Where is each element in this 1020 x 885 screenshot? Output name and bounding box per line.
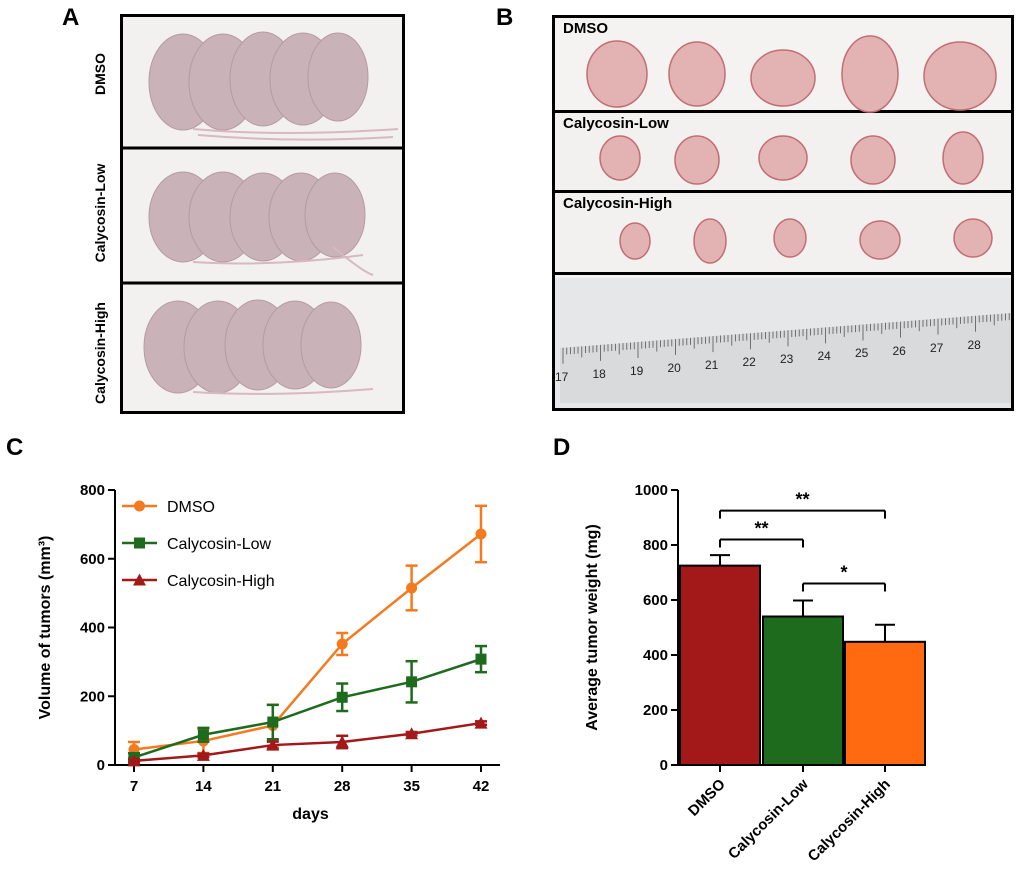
y-tick-label: 800 bbox=[643, 537, 668, 554]
series-line bbox=[133, 657, 482, 759]
panel-letter-c: C bbox=[6, 434, 24, 461]
x-tick-label: 28 bbox=[334, 778, 351, 795]
x-tick-label: Calycosin-Low bbox=[725, 776, 812, 863]
legend-label: DMSO bbox=[167, 499, 215, 516]
y-axis-label: Volume of tumors (mm³) bbox=[37, 536, 54, 720]
data-point bbox=[406, 676, 418, 688]
ruler-label: 25 bbox=[855, 346, 869, 361]
y-tick-label: 1000 bbox=[635, 482, 668, 499]
panel-b-label-high: Calycosin-High bbox=[563, 195, 673, 212]
data-point bbox=[474, 716, 488, 729]
ruler-label: 19 bbox=[630, 363, 644, 378]
data-point bbox=[196, 748, 210, 761]
panel-a-row-label-high: Calycosin-High bbox=[92, 302, 108, 404]
x-tick-label: Calycosin-High bbox=[805, 776, 894, 865]
data-point bbox=[134, 537, 145, 549]
legend-label: Calycosin-Low bbox=[167, 536, 271, 553]
panel-letter-b: B bbox=[496, 4, 514, 31]
data-point bbox=[335, 735, 349, 748]
panel-b-label-dmso: DMSO bbox=[563, 20, 608, 37]
x-tick-label: 7 bbox=[130, 778, 138, 795]
tumor-photo-illustration bbox=[555, 35, 1011, 408]
series-calycosin-high bbox=[127, 716, 488, 767]
data-point bbox=[267, 716, 279, 728]
significance-label: ** bbox=[754, 519, 768, 539]
ruler-label: 23 bbox=[780, 352, 794, 367]
ruler-label: 18 bbox=[592, 366, 606, 381]
y-axis-label: Average tumor weight (mg) bbox=[584, 524, 601, 731]
y-tick-label: 200 bbox=[643, 702, 668, 719]
y-tick-label: 400 bbox=[643, 647, 668, 664]
data-point bbox=[475, 653, 487, 665]
y-tick-label: 0 bbox=[97, 757, 105, 774]
data-point bbox=[134, 500, 145, 512]
tumor-volume-line-chart: 0 200 400 600 800 7 14 21 28 35 42 days Volume of tu… bbox=[37, 482, 500, 823]
panel-a-row-label-low: Calycosin-Low bbox=[92, 163, 108, 263]
significance-label: ** bbox=[795, 490, 809, 510]
ruler-label: 24 bbox=[817, 349, 831, 364]
significance-label: * bbox=[840, 563, 847, 583]
panel-a-photo-frame bbox=[120, 14, 405, 414]
y-tick-label: 600 bbox=[80, 551, 105, 568]
data-point bbox=[336, 638, 348, 650]
panel-a-row-label-dmso: DMSO bbox=[92, 53, 108, 95]
x-tick-label: 14 bbox=[195, 778, 212, 795]
panel-b-label-low: Calycosin-Low bbox=[563, 115, 669, 132]
x-tick-label: 21 bbox=[264, 778, 281, 795]
y-tick-label: 400 bbox=[80, 620, 105, 637]
data-point bbox=[475, 528, 487, 540]
data-point bbox=[336, 691, 348, 703]
ruler-label: 26 bbox=[892, 343, 906, 358]
y-tick-label: 800 bbox=[80, 482, 105, 499]
panel-b-photo-frame: DMSO Calycosin-Low Calycosin-High 17 18 19… bbox=[552, 15, 1014, 411]
x-axis-label: days bbox=[292, 806, 329, 823]
y-tick-label: 200 bbox=[80, 688, 105, 705]
data-point bbox=[197, 729, 209, 741]
panel-letter-d: D bbox=[553, 434, 571, 461]
ruler-label: 17 bbox=[555, 369, 569, 384]
x-tick-label: DMSO bbox=[685, 776, 729, 820]
ruler-label: 21 bbox=[705, 358, 719, 373]
data-point bbox=[266, 738, 280, 751]
data-point bbox=[127, 754, 141, 767]
ruler-label: 22 bbox=[742, 355, 756, 370]
panel-letter-a: A bbox=[62, 4, 80, 31]
bar-dmso bbox=[679, 564, 761, 766]
bar-calycosin-high bbox=[844, 640, 926, 766]
data-point bbox=[405, 727, 419, 740]
y-tick-label: 600 bbox=[643, 592, 668, 609]
ruler-label: 27 bbox=[930, 340, 944, 355]
tumor-weight-bar-chart: 0 200 400 600 800 1000 Average tumor weight (m… bbox=[584, 482, 926, 865]
y-tick-label: 0 bbox=[660, 757, 668, 774]
mice-photo-illustration bbox=[123, 17, 402, 411]
ruler-label: 28 bbox=[967, 337, 981, 352]
x-tick-label: 35 bbox=[403, 778, 420, 795]
data-point bbox=[133, 573, 146, 586]
ruler-label: 20 bbox=[667, 361, 681, 376]
bar-calycosin-low bbox=[762, 615, 844, 766]
x-tick-label: 42 bbox=[473, 778, 490, 795]
data-point bbox=[406, 582, 418, 594]
legend-label: Calycosin-High bbox=[167, 573, 275, 590]
series-line bbox=[133, 721, 482, 763]
series-calycosin-low bbox=[128, 644, 487, 763]
series-line bbox=[133, 533, 482, 751]
